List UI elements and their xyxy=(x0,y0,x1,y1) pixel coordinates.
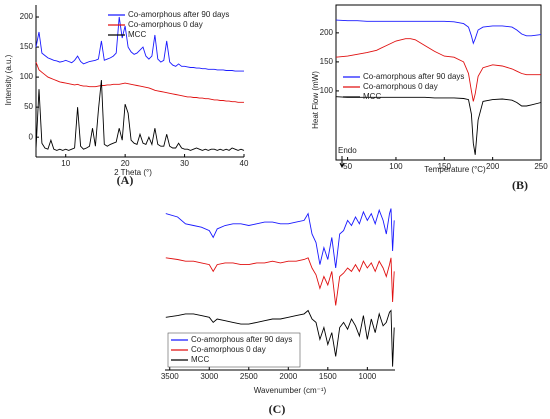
x-tick-label: 200 xyxy=(486,162,500,171)
x-tick-label: 3500 xyxy=(161,372,179,381)
y-tick-label: 200 xyxy=(20,12,34,21)
panel-label: (A) xyxy=(117,173,134,187)
series-line xyxy=(35,61,244,103)
panel-label: (B) xyxy=(512,178,528,192)
x-axis-label: Wavenumber (cm⁻¹) xyxy=(254,386,327,395)
plot-frame xyxy=(335,4,542,161)
series-line xyxy=(335,96,542,155)
y-axis-label: Heat Flow (mW) xyxy=(311,71,320,129)
legend-box xyxy=(167,332,301,368)
legend-label: Co-amorphous 0 day xyxy=(363,82,438,91)
legend-label: MCC xyxy=(363,92,381,101)
series-line xyxy=(35,16,244,72)
x-axis-label: Temperature (°C) xyxy=(424,165,486,174)
panel-label: (C) xyxy=(269,402,286,416)
x-tick-label: 40 xyxy=(240,159,249,168)
x-tick-label: 150 xyxy=(438,162,452,171)
x-tick-label: 10 xyxy=(61,159,70,168)
legend-label: MCC xyxy=(128,30,146,39)
x-tick-label: 1500 xyxy=(319,372,337,381)
x-tick-label: 2000 xyxy=(279,372,297,381)
x-tick-label: 30 xyxy=(180,159,189,168)
x-tick-label: 50 xyxy=(343,162,352,171)
y-tick-label: 150 xyxy=(20,42,34,51)
legend-label: MCC xyxy=(191,355,209,364)
series-line xyxy=(335,38,541,102)
series-line xyxy=(35,80,245,151)
legend-label: Co-amorphous after 90 days xyxy=(363,72,464,81)
y-tick-label: 150 xyxy=(320,57,334,66)
legend-label: Co-amorphous 0 day xyxy=(128,20,203,29)
series-line xyxy=(165,309,395,367)
y-tick-label: 100 xyxy=(320,86,334,95)
legend-label: Co-amorphous after 90 days xyxy=(128,10,229,19)
y-tick-label: 0 xyxy=(29,132,34,141)
y-tick-label: 200 xyxy=(320,28,334,37)
x-tick-label: 2500 xyxy=(240,372,258,381)
y-axis-label: Intensity (a.u.) xyxy=(4,54,13,105)
x-tick-label: 1000 xyxy=(358,372,376,381)
series-line xyxy=(335,19,542,45)
x-tick-label: 3000 xyxy=(200,372,218,381)
x-tick-label: 250 xyxy=(534,162,548,171)
y-tick-label: 100 xyxy=(20,72,34,81)
annotation-arrowhead xyxy=(339,162,345,169)
y-tick-label: 50 xyxy=(24,102,33,111)
series-line xyxy=(165,208,395,269)
annotation: Endo xyxy=(338,146,357,155)
x-tick-label: 20 xyxy=(121,159,130,168)
series-line xyxy=(165,257,395,306)
legend-label: Co-amorphous after 90 days xyxy=(191,335,292,344)
legend-label: Co-amorphous 0 day xyxy=(191,345,266,354)
x-axis-label: 2 Theta (°) xyxy=(114,168,152,177)
x-tick-label: 100 xyxy=(389,162,403,171)
